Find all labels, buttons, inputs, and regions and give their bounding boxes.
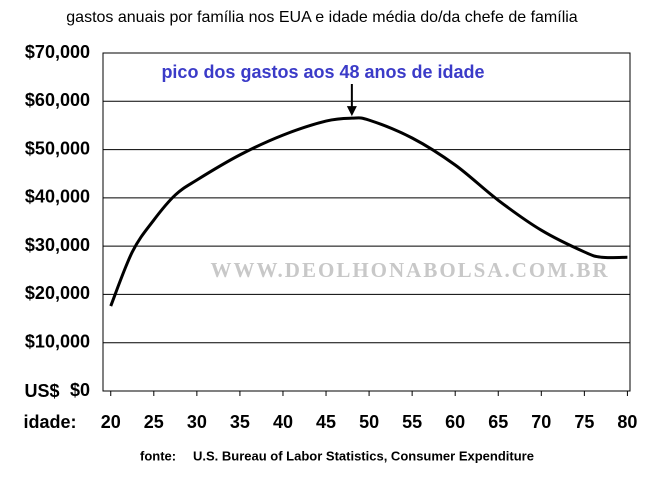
y-tick-label: $70,000 <box>25 42 90 62</box>
watermark: WWW.DEOLHONABOLSA.COM.BR <box>210 258 609 282</box>
source: U.S. Bureau of Labor Statistics, Consume… <box>193 448 534 463</box>
y-unit-label: US$ <box>24 381 59 401</box>
y-tick-label: $0 <box>70 380 90 400</box>
x-tick-label: 80 <box>617 412 637 432</box>
x-tick-label: 40 <box>273 412 293 432</box>
x-tick-label: 30 <box>187 412 207 432</box>
y-tick-label: $50,000 <box>25 138 90 158</box>
x-tick-label: 70 <box>531 412 551 432</box>
x-tick-label: 75 <box>574 412 594 432</box>
x-tick-label: 20 <box>101 412 121 432</box>
x-tick-label: 45 <box>316 412 336 432</box>
x-tick-label: 55 <box>402 412 422 432</box>
x-axis-label: idade: <box>23 412 76 432</box>
chart-title: gastos anuais por família nos EUA e idad… <box>66 9 578 26</box>
line <box>109 116 628 307</box>
y-tick-label: $20,000 <box>25 283 90 303</box>
annotation-arrowhead <box>346 106 357 117</box>
y-tick-label: $30,000 <box>25 235 90 255</box>
plot-border <box>102 52 631 392</box>
source-label: fonte: <box>140 448 176 463</box>
annotation: pico dos gastos aos 48 anos de idade <box>161 62 484 82</box>
y-tick-label: $60,000 <box>25 90 90 110</box>
x-tick-label: 25 <box>144 412 164 432</box>
y-tick-label: $40,000 <box>25 187 90 207</box>
x-tick-label: 60 <box>445 412 465 432</box>
x-tick-label: 35 <box>230 412 250 432</box>
x-tick-label: 50 <box>359 412 379 432</box>
y-tick-label: $10,000 <box>25 331 90 351</box>
x-tick-label: 65 <box>488 412 508 432</box>
